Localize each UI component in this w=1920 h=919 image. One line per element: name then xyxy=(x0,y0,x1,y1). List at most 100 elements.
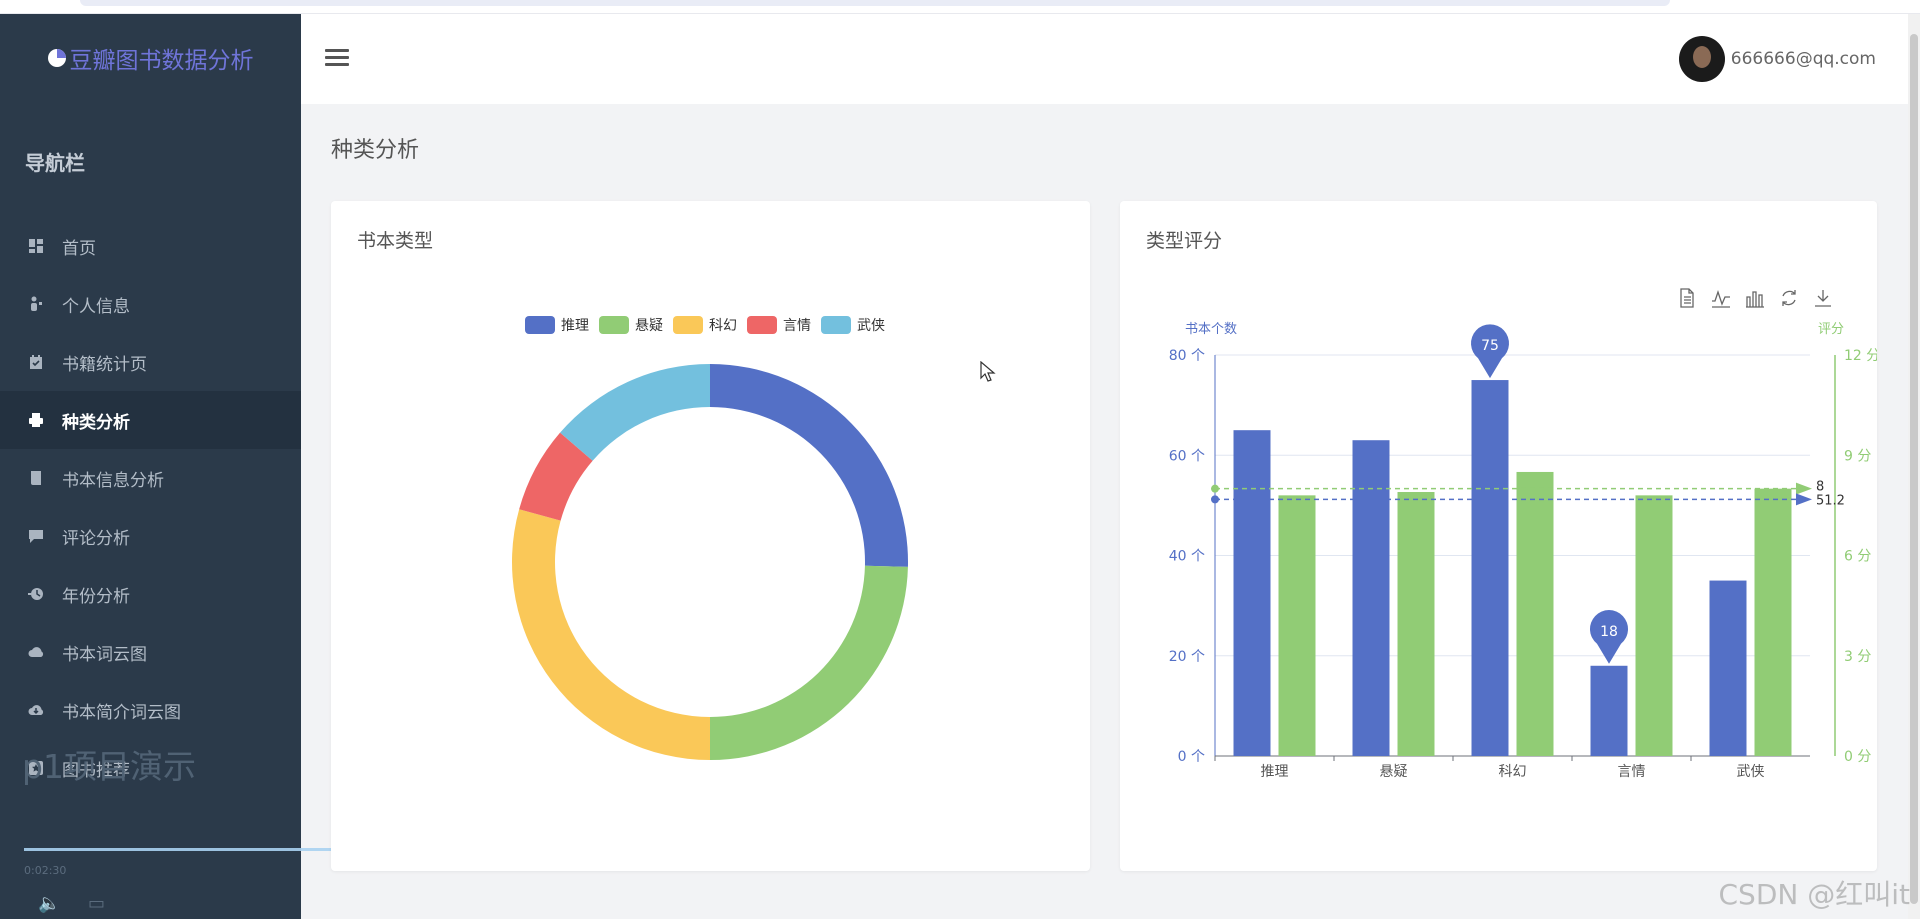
legend-label: 悬疑 xyxy=(635,318,663,334)
markline-start xyxy=(1211,484,1219,493)
bar-rating[interactable] xyxy=(1278,495,1316,756)
y-right-tick-label: 12 分 xyxy=(1844,348,1877,364)
scrollbar-thumb[interactable] xyxy=(1910,34,1918,904)
markline-label: 8 xyxy=(1816,480,1824,495)
markline-label: 51.2 xyxy=(1816,493,1845,508)
markpoint-shape xyxy=(1590,610,1628,664)
markpoint-pin[interactable]: 75 xyxy=(1471,324,1509,379)
y-left-tick-label: 80 个 xyxy=(1169,348,1205,364)
video-time: 0:02:30 xyxy=(24,864,67,877)
volume-icon[interactable]: 🔈 xyxy=(38,893,61,914)
legend-item[interactable]: 推理 xyxy=(525,316,589,334)
donut-slice[interactable] xyxy=(511,509,710,760)
sidebar-item-label: 首页 xyxy=(62,238,96,259)
bar-count[interactable] xyxy=(1709,580,1747,756)
user-menu[interactable]: 666666@qq.com xyxy=(1678,36,1876,82)
y-right-tick-label: 0 分 xyxy=(1844,749,1871,765)
bar-rating[interactable] xyxy=(1754,488,1792,756)
x-tick-label: 推理 xyxy=(1261,764,1289,780)
sidebar-item-label: 图书推荐 xyxy=(62,760,130,781)
y-right-axis-label: 评分 xyxy=(1818,322,1844,337)
sidebar-item[interactable]: 图书推荐 xyxy=(0,739,301,797)
user-icon xyxy=(27,296,44,313)
bar-chart-icon[interactable] xyxy=(1746,291,1764,308)
sidebar-item[interactable]: 书籍统计页 xyxy=(0,333,301,391)
x-tick-label: 言情 xyxy=(1618,764,1646,780)
bar-rating[interactable] xyxy=(1635,495,1673,756)
legend-item[interactable]: 言情 xyxy=(747,316,811,334)
sidebar-item-label: 书本信息分析 xyxy=(62,470,164,491)
sidebar-item[interactable]: 评论分析 xyxy=(0,507,301,565)
y-right-tick-label: 6 分 xyxy=(1844,549,1871,565)
legend-label: 科幻 xyxy=(709,318,737,334)
legend-label: 言情 xyxy=(783,318,811,334)
sidebar-item-label: 书籍统计页 xyxy=(62,354,147,375)
address-bar[interactable] xyxy=(80,0,1670,6)
legend-item[interactable]: 科幻 xyxy=(673,316,737,334)
avatar[interactable] xyxy=(1678,36,1725,82)
page-title: 种类分析 xyxy=(331,138,420,163)
legend-label: 推理 xyxy=(561,318,589,334)
sidebar-item[interactable]: 个人信息 xyxy=(0,275,301,333)
sidebar-item[interactable]: 书本简介词云图 xyxy=(0,681,301,739)
donut-chart: 推理 悬疑 科幻 言情 武侠 xyxy=(511,316,908,760)
legend-swatch xyxy=(747,316,777,334)
sidebar-item[interactable]: 种类分析 xyxy=(0,391,301,449)
donut-slice[interactable] xyxy=(519,432,593,521)
nav-list: 首页个人信息书籍统计页种类分析书本信息分析 评论分析年份分析书本词云图书本简介词云… xyxy=(0,217,301,797)
history-icon xyxy=(27,586,44,603)
donut-slice[interactable] xyxy=(560,364,710,461)
markline-arrow xyxy=(1796,482,1812,495)
y-left-tick-label: 20 个 xyxy=(1169,649,1205,665)
page-scrollbar[interactable] xyxy=(1908,14,1920,919)
watermark: CSDN @红叫it xyxy=(1718,878,1911,911)
donut-slice[interactable] xyxy=(710,565,908,760)
bar-count[interactable] xyxy=(1590,665,1628,756)
sidebar-item-label: 种类分析 xyxy=(62,412,130,433)
book-type-card: 书本类型 推理 悬疑 科幻 言情 武侠 xyxy=(331,201,1090,871)
sidebar-item-label: 评论分析 xyxy=(62,528,130,549)
donut-slice[interactable] xyxy=(710,364,908,567)
legend-item[interactable]: 悬疑 xyxy=(599,316,663,334)
sidebar-item[interactable]: 年份分析 xyxy=(0,565,301,623)
bar-count[interactable] xyxy=(1471,380,1509,756)
y-left-tick-label: 60 个 xyxy=(1169,448,1205,464)
printer-icon xyxy=(27,412,44,429)
sidebar-item[interactable]: 首页 xyxy=(0,217,301,275)
markpoint-pin[interactable]: 18 xyxy=(1590,610,1628,664)
data-view-icon[interactable] xyxy=(1680,288,1694,308)
cloud-icon xyxy=(27,644,44,661)
markline-arrow xyxy=(1796,493,1812,506)
sidebar-item[interactable]: 书本信息分析 xyxy=(0,449,301,507)
browser-strip xyxy=(0,0,1920,14)
y-left-tick-label: 0 个 xyxy=(1178,749,1205,765)
legend-swatch xyxy=(525,316,555,334)
y-left-tick-label: 40 个 xyxy=(1169,549,1205,565)
dashboard-icon xyxy=(27,238,44,255)
bar-chart: 0 个 20 个 40 个 60 个 80 个 0 分 3 分 6 分 9 分 12 分 书本个数 评… xyxy=(1169,288,1877,780)
nav-heading: 导航栏 xyxy=(25,151,85,175)
comment-icon xyxy=(27,528,44,545)
calendar-check-icon xyxy=(27,354,44,371)
menu-toggle-icon[interactable] xyxy=(325,49,349,69)
save-image-icon[interactable] xyxy=(1815,290,1831,307)
restore-icon[interactable] xyxy=(1782,290,1796,306)
cloud-download-icon xyxy=(27,702,44,719)
bar-rating[interactable] xyxy=(1516,471,1554,756)
video-title: p1项目演示 xyxy=(22,747,196,786)
card-title: 书本类型 xyxy=(357,230,434,252)
legend-item[interactable]: 武侠 xyxy=(821,316,885,334)
markpoint-label: 75 xyxy=(1481,338,1499,354)
bar-rating[interactable] xyxy=(1397,492,1435,756)
sidebar-item-label: 书本词云图 xyxy=(62,644,147,665)
legend-label: 武侠 xyxy=(857,318,885,334)
brand[interactable]: 豆瓣图书数据分析 xyxy=(0,14,301,101)
bar-count[interactable] xyxy=(1233,430,1271,756)
line-chart-icon[interactable] xyxy=(1712,289,1730,308)
subtitle-icon[interactable]: ▭ xyxy=(88,893,106,914)
bar-count[interactable] xyxy=(1352,440,1390,756)
sidebar-item-label: 年份分析 xyxy=(62,586,130,607)
user-email: 666666@qq.com xyxy=(1730,49,1876,69)
sidebar-item[interactable]: 书本词云图 xyxy=(0,623,301,681)
x-tick-label: 悬疑 xyxy=(1380,764,1408,780)
